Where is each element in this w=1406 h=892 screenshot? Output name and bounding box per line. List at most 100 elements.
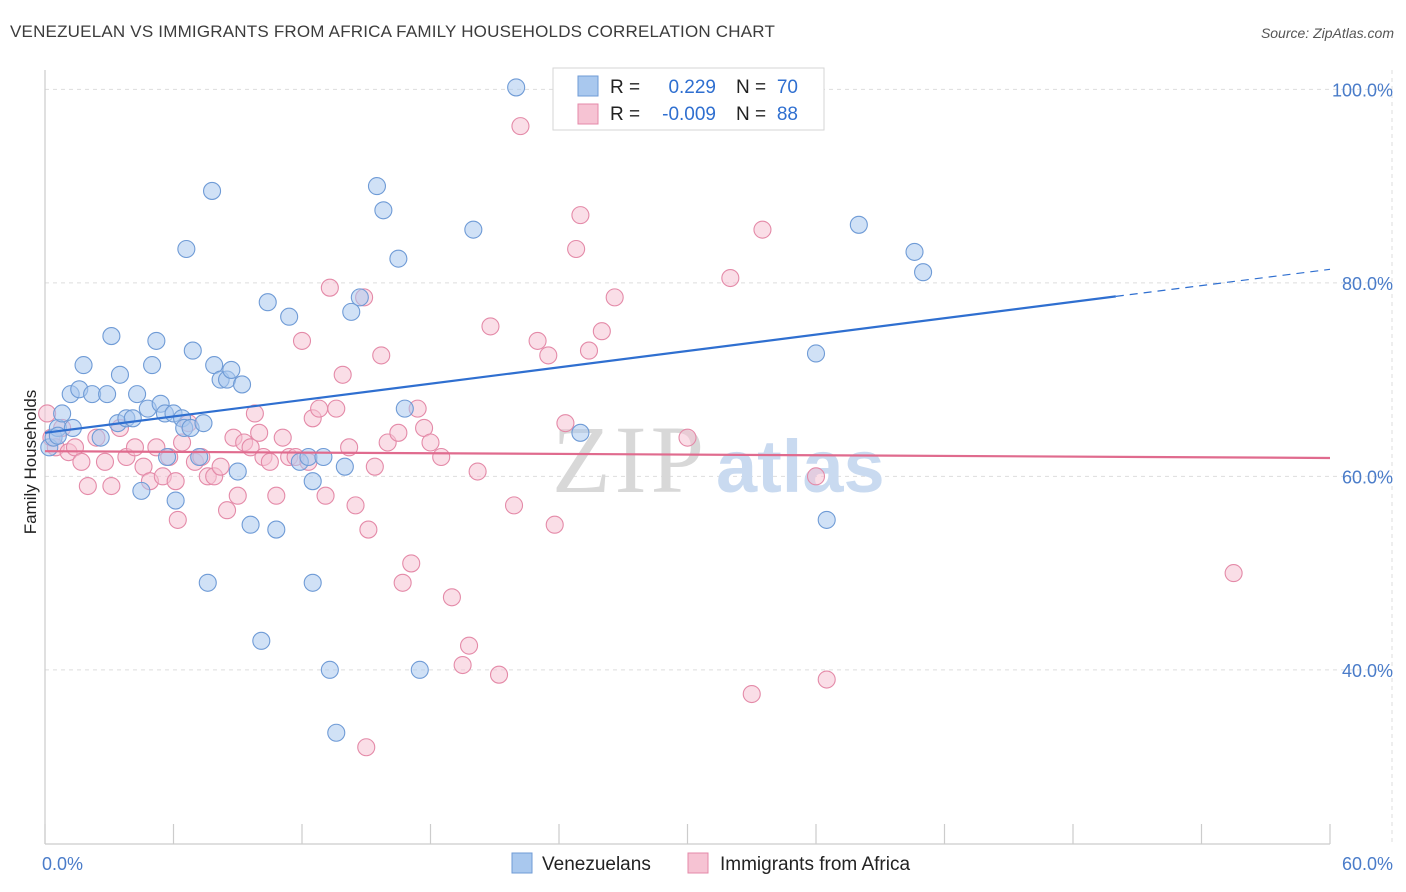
data-point [314, 447, 333, 467]
series-legend-swatch-africa [687, 852, 709, 874]
legend-n-value-pink: 88 [777, 104, 798, 125]
data-point [198, 573, 217, 592]
legend-r-label: R = [610, 77, 640, 98]
data-point [228, 462, 247, 481]
data-point [123, 409, 142, 428]
data-point [464, 220, 483, 239]
data-point [211, 457, 230, 476]
data-point [742, 684, 761, 704]
data-point [389, 249, 408, 268]
y-axis-label: Family Households [21, 390, 40, 535]
chart-title: VENEZUELAN VS IMMIGRANTS FROM AFRICA FAM… [10, 22, 776, 41]
data-point [250, 423, 269, 442]
data-point [53, 404, 72, 423]
data-point [335, 457, 354, 476]
data-point [168, 510, 187, 529]
data-point [459, 636, 479, 655]
data-point [78, 476, 97, 496]
data-point [327, 723, 346, 742]
data-point [678, 428, 697, 447]
data-point [303, 472, 322, 491]
y-tick-label: 40.0% [1342, 661, 1393, 681]
data-point [303, 573, 322, 592]
data-point [528, 331, 547, 350]
data-point [393, 573, 412, 592]
data-point [571, 423, 590, 442]
data-point [365, 457, 384, 476]
data-point [567, 239, 586, 259]
data-point [806, 344, 826, 363]
data-point [402, 554, 421, 573]
data-point [273, 428, 292, 447]
grid-lines [45, 70, 1393, 844]
data-point [128, 385, 147, 404]
series-immigrants-from-africa [38, 117, 1243, 757]
data-point [374, 201, 393, 220]
data-point [258, 293, 277, 312]
series-legend-swatch-venezuelans [511, 852, 533, 874]
data-point [260, 452, 279, 471]
data-point [217, 501, 237, 520]
data-point [245, 404, 264, 423]
data-point [166, 472, 185, 491]
data-point [721, 268, 740, 288]
watermark-atlas: atlas [716, 425, 885, 508]
data-point [367, 177, 387, 196]
data-point [222, 360, 241, 379]
trend-line-venezuelans [44, 295, 1116, 434]
data-point [545, 515, 564, 534]
x-tick-labels: 0.0% 60.0% [42, 854, 1393, 874]
stats-legend: R = 0.229 N = 70 R = -0.009 N = 88 [552, 67, 825, 131]
trend-line-africa [44, 450, 1331, 460]
data-point [806, 467, 826, 486]
data-point [95, 452, 115, 471]
data-point [292, 331, 312, 350]
data-point [357, 738, 376, 757]
data-point [74, 356, 93, 375]
data-point [98, 385, 117, 404]
data-point [147, 331, 166, 350]
data-point [592, 322, 611, 341]
data-point [132, 481, 151, 500]
x-tick-label: 60.0% [1342, 854, 1393, 874]
y-tick-label: 80.0% [1342, 274, 1393, 294]
y-tick-label: 100.0% [1332, 80, 1393, 100]
data-point [605, 288, 624, 307]
data-point [320, 278, 339, 297]
data-point [511, 117, 530, 136]
legend-r-label: R = [610, 104, 640, 125]
data-point [194, 414, 213, 433]
legend-swatch-pink [577, 103, 599, 125]
legend-n-label: N = [736, 104, 766, 125]
data-point [267, 520, 286, 539]
data-point [125, 438, 144, 457]
data-point [753, 220, 772, 239]
data-point [849, 215, 868, 234]
legend-swatch-blue [577, 75, 599, 97]
data-point [177, 239, 196, 259]
data-point [232, 375, 252, 394]
x-tick-label: 0.0% [42, 854, 83, 874]
data-point [579, 341, 599, 360]
data-point [504, 496, 524, 515]
data-point [102, 476, 121, 496]
trend-lines [44, 268, 1331, 460]
data-point [346, 496, 365, 515]
series-legend: Venezuelans Immigrants from Africa [511, 852, 910, 875]
legend-n-value-blue: 70 [777, 77, 798, 98]
data-point [489, 665, 509, 684]
source-label: Source: ZipAtlas.com [1260, 25, 1394, 41]
data-point [340, 438, 359, 457]
data-point [166, 491, 185, 510]
data-point [267, 486, 286, 505]
data-point [350, 288, 369, 307]
data-point [316, 486, 335, 505]
data-point [72, 452, 91, 471]
data-point [905, 242, 924, 261]
data-point [421, 433, 440, 452]
data-point [556, 414, 575, 433]
data-point [410, 660, 429, 679]
data-point [143, 356, 162, 375]
data-point [102, 327, 121, 346]
data-point [817, 510, 836, 529]
